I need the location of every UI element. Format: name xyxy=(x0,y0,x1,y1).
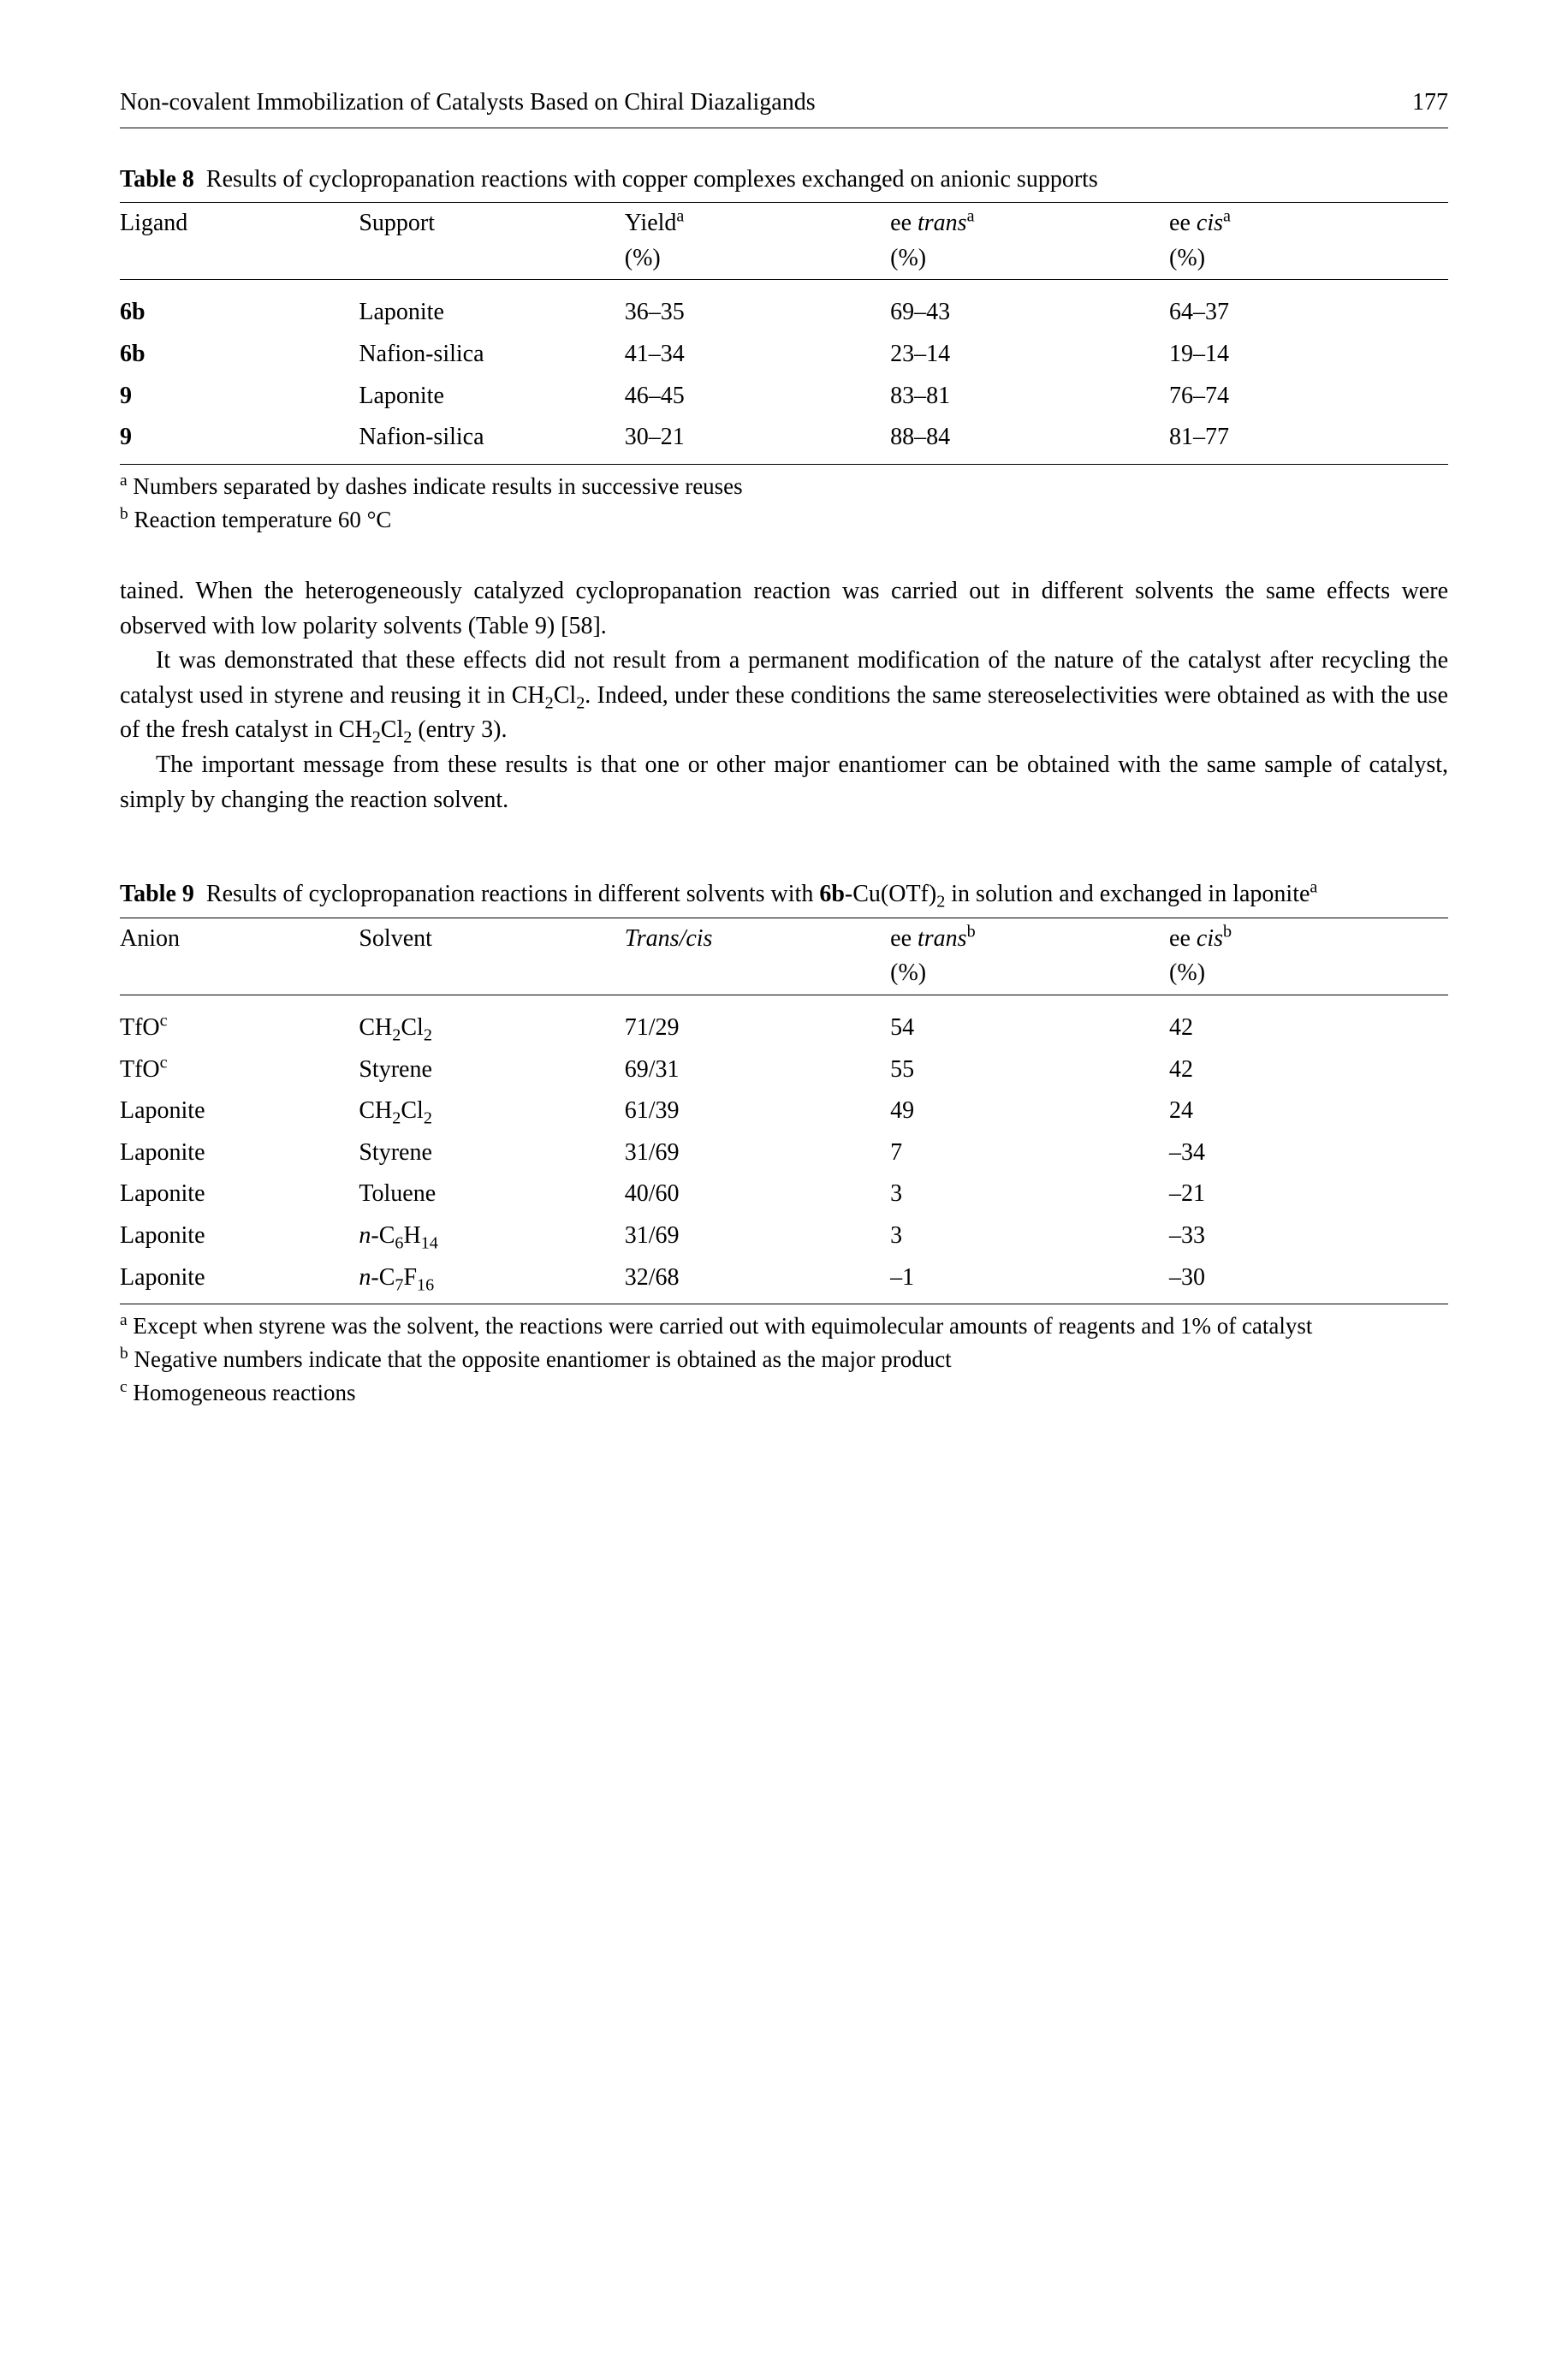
footnote-c: c Homogeneous reactions xyxy=(120,1376,1448,1410)
table8-label: Table 8 xyxy=(120,166,194,193)
cell-solvent: Toluene xyxy=(359,1173,624,1215)
table8-caption: Table 8 Results of cyclopropanation reac… xyxy=(120,163,1448,198)
th-support: Support xyxy=(359,203,624,280)
th-solvent: Solvent xyxy=(359,918,624,995)
table-row: 6b Laponite 36–35 69–43 64–37 xyxy=(120,280,1448,334)
table9-block: Table 9 Results of cyclopropanation reac… xyxy=(120,877,1448,1410)
cell-solvent: CH2Cl2 xyxy=(359,995,624,1048)
table9: Anion Solvent Trans/cis ee transb (%) ee… xyxy=(120,918,1448,1304)
paragraph-1: tained. When the heterogeneously catalyz… xyxy=(120,574,1448,644)
cell-solvent: n-C7F16 xyxy=(359,1257,624,1304)
cell-solvent: n-C6H14 xyxy=(359,1215,624,1257)
table9-footnotes: a Except when styrene was the solvent, t… xyxy=(120,1310,1448,1410)
table-row: Laponite n-C6H14 31/69 3 –33 xyxy=(120,1215,1448,1257)
cell-solvent: Styrene xyxy=(359,1132,624,1174)
page-number: 177 xyxy=(1412,86,1448,121)
table-row: Laponite CH2Cl2 61/39 49 24 xyxy=(120,1090,1448,1132)
cell-solvent: Styrene xyxy=(359,1049,624,1091)
cell-anion: Laponite xyxy=(120,1090,359,1132)
table8-header-row: Ligand Support Yielda (%) ee transa (%) … xyxy=(120,203,1448,280)
table-row: Laponite Styrene 31/69 7 –34 xyxy=(120,1132,1448,1174)
table-row: 9 Nafion-silica 30–21 88–84 81–77 xyxy=(120,417,1448,464)
cell-anion: TfOc xyxy=(120,1049,359,1091)
cell-anion: Laponite xyxy=(120,1132,359,1174)
table9-header-row: Anion Solvent Trans/cis ee transb (%) ee… xyxy=(120,918,1448,995)
footnote-b: b Negative numbers indicate that the opp… xyxy=(120,1343,1448,1376)
th-transcis: Trans/cis xyxy=(625,918,890,995)
cell-anion: Laponite xyxy=(120,1257,359,1304)
footnote-a: a Numbers separated by dashes indicate r… xyxy=(120,470,1448,503)
running-head-text: Non-covalent Immobilization of Catalysts… xyxy=(120,86,816,121)
cell-anion: TfOc xyxy=(120,995,359,1048)
th-anion: Anion xyxy=(120,918,359,995)
th-ligand: Ligand xyxy=(120,203,359,280)
table-row: 6b Nafion-silica 41–34 23–14 19–14 xyxy=(120,334,1448,376)
table9-caption: Table 9 Results of cyclopropanation reac… xyxy=(120,877,1448,912)
th-yield: Yielda (%) xyxy=(625,203,890,280)
paragraph-2: It was demonstrated that these effects d… xyxy=(120,644,1448,748)
th-ee-cis: ee cisa (%) xyxy=(1169,203,1448,280)
cell-solvent: CH2Cl2 xyxy=(359,1090,624,1132)
table9-label: Table 9 xyxy=(120,881,194,907)
th-ee-trans: ee transb (%) xyxy=(890,918,1169,995)
body-text: tained. When the heterogeneously catalyz… xyxy=(120,574,1448,817)
table8-block: Table 8 Results of cyclopropanation reac… xyxy=(120,163,1448,537)
table-row: Laponite n-C7F16 32/68 –1 –30 xyxy=(120,1257,1448,1304)
table-row: 9 Laponite 46–45 83–81 76–74 xyxy=(120,376,1448,418)
table8: Ligand Support Yielda (%) ee transa (%) … xyxy=(120,202,1448,465)
running-header: Non-covalent Immobilization of Catalysts… xyxy=(120,86,1448,128)
cell-anion: Laponite xyxy=(120,1215,359,1257)
table8-footnotes: a Numbers separated by dashes indicate r… xyxy=(120,470,1448,537)
th-ee-trans: ee transa (%) xyxy=(890,203,1169,280)
footnote-a: a Except when styrene was the solvent, t… xyxy=(120,1310,1448,1343)
th-ee-cis: ee cisb (%) xyxy=(1169,918,1448,995)
table-row: TfOc Styrene 69/31 55 42 xyxy=(120,1049,1448,1091)
table-row: TfOc CH2Cl2 71/29 54 42 xyxy=(120,995,1448,1048)
cell-anion: Laponite xyxy=(120,1173,359,1215)
table8-caption-rest: Results of cyclopropanation reactions wi… xyxy=(206,166,1098,193)
paragraph-3: The important message from these results… xyxy=(120,748,1448,817)
table-row: Laponite Toluene 40/60 3 –21 xyxy=(120,1173,1448,1215)
footnote-b: b Reaction temperature 60 °C xyxy=(120,503,1448,537)
